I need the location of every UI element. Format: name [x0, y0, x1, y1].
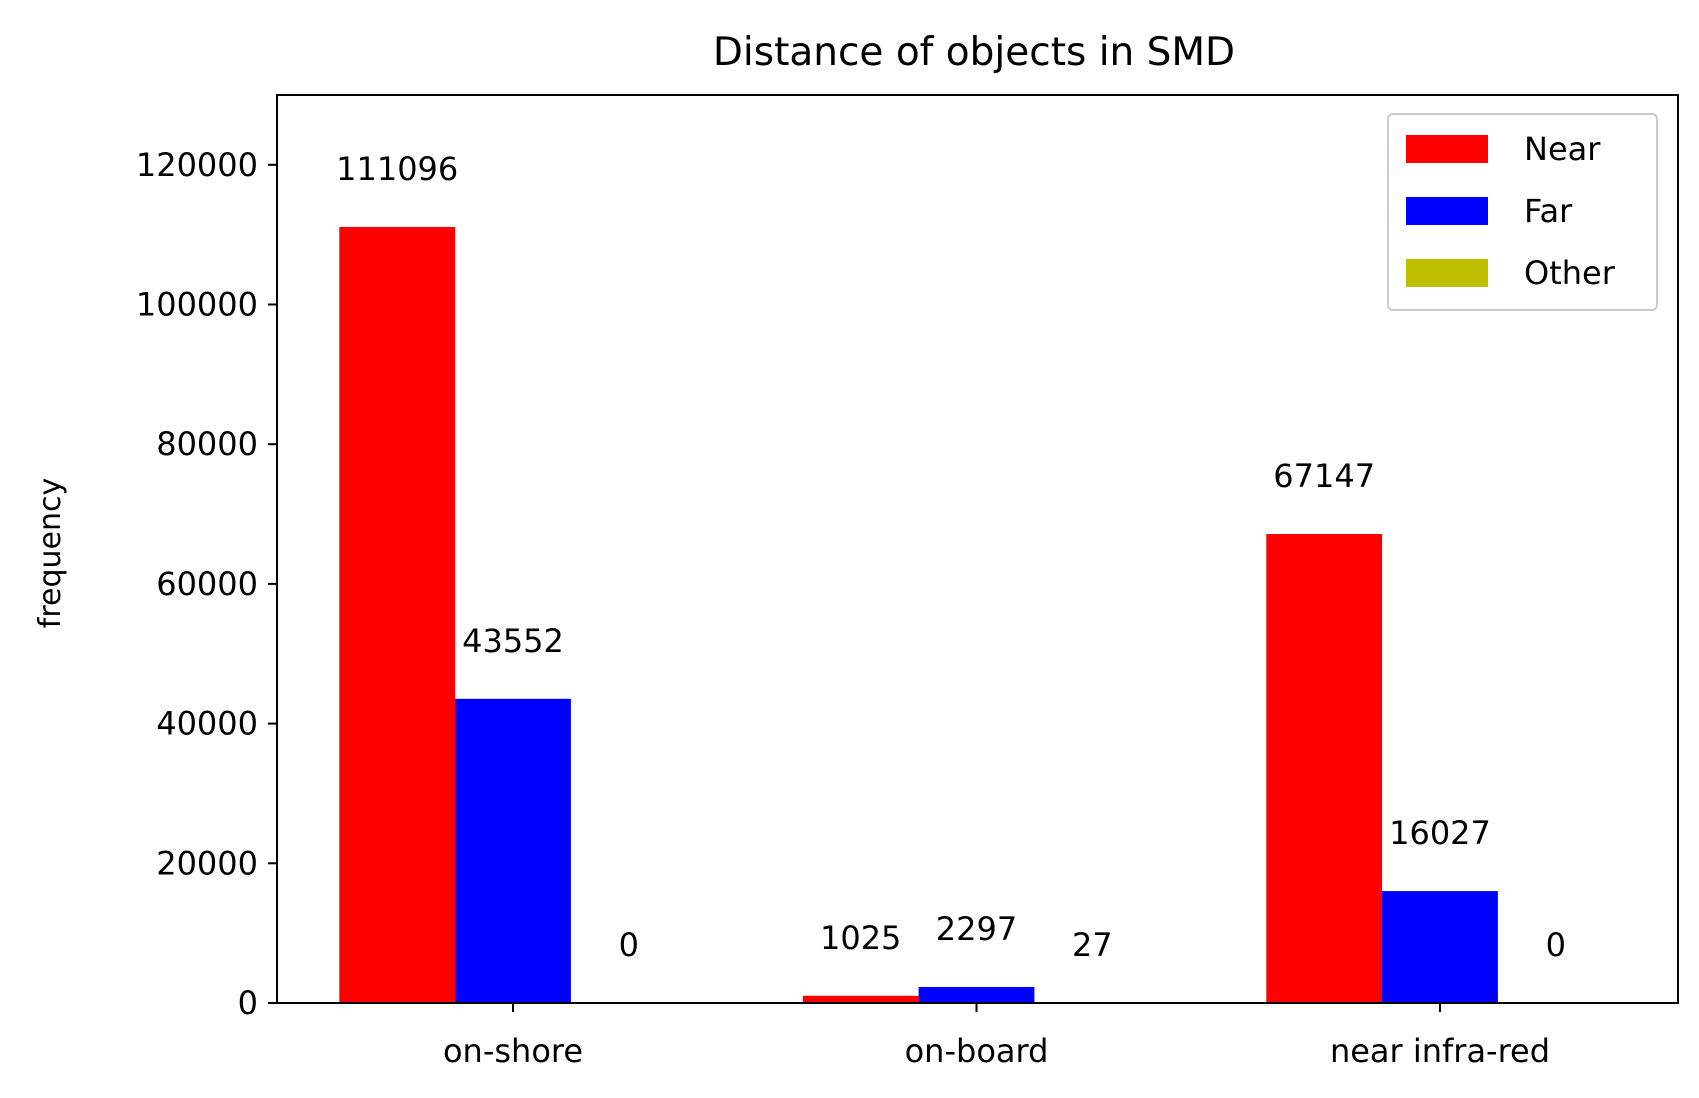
y-tick-label: 120000 — [136, 146, 258, 184]
y-axis-label: frequency — [33, 478, 68, 628]
bar-far — [918, 987, 1035, 1003]
x-axis: on-shore on-board near infra-red — [443, 1003, 1550, 1070]
plot-frame — [276, 94, 1679, 1004]
y-axis: 0 20000 40000 60000 80000 100000 120000 — [136, 146, 277, 1022]
x-tick-label: near infra-red — [1330, 1032, 1550, 1070]
bar-near — [1266, 534, 1383, 1003]
y-tick-label: 0 — [238, 984, 258, 1022]
bars-group — [339, 227, 1498, 1003]
legend-label-other: Other — [1524, 254, 1616, 292]
data-label: 111096 — [336, 150, 458, 188]
data-label: 2297 — [936, 910, 1017, 948]
data-label: 0 — [619, 926, 639, 964]
legend-swatch-far — [1406, 197, 1488, 225]
x-tick-label: on-board — [905, 1032, 1049, 1070]
bar-far — [455, 698, 571, 1003]
y-tick-label: 60000 — [156, 565, 258, 603]
data-label: 67147 — [1273, 457, 1375, 495]
x-tick-label: on-shore — [443, 1032, 583, 1070]
bar-near — [802, 995, 919, 1003]
data-label: 0 — [1546, 926, 1566, 964]
legend-label-far: Far — [1524, 192, 1573, 230]
data-labels-group: 111096 43552 0 1025 2297 27 67147 16027 0 — [336, 150, 1566, 964]
bar-far — [1382, 891, 1498, 1003]
y-tick-label: 40000 — [156, 705, 258, 743]
y-tick-label: 20000 — [156, 844, 258, 882]
y-tick-label: 100000 — [136, 286, 258, 324]
data-label: 16027 — [1389, 814, 1491, 852]
bar-near — [339, 227, 456, 1003]
chart-title: Distance of objects in SMD — [713, 30, 1235, 75]
legend-swatch-near — [1406, 135, 1488, 163]
y-tick-label: 80000 — [156, 425, 258, 463]
legend-label-near: Near — [1524, 130, 1601, 168]
data-label: 43552 — [462, 622, 564, 660]
legend: Near Far Other — [1387, 113, 1658, 311]
legend-swatch-other — [1406, 259, 1488, 287]
data-label: 27 — [1072, 926, 1113, 964]
data-label: 1025 — [820, 919, 901, 957]
